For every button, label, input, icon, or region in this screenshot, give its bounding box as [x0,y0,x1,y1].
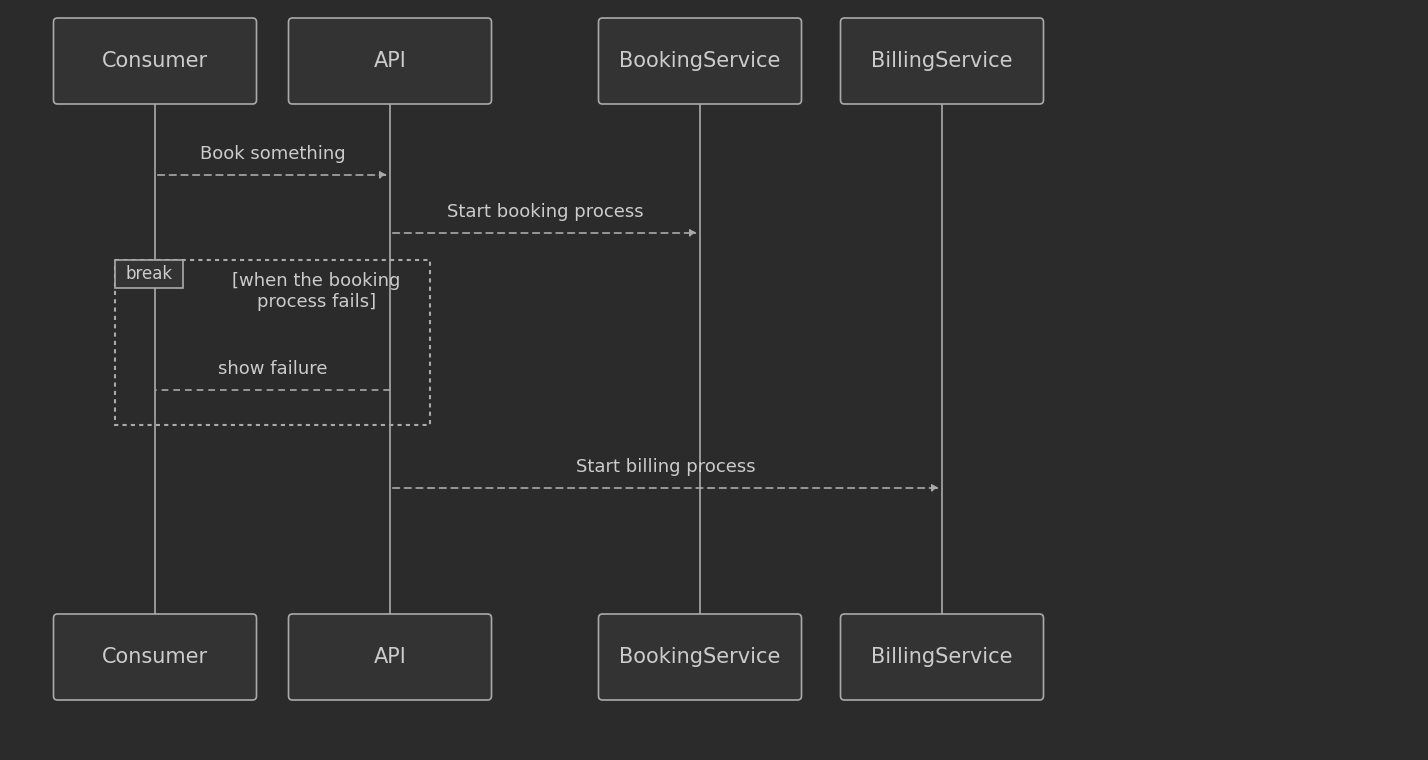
Bar [116,260,430,425]
FancyBboxPatch shape [53,614,257,700]
Text: BillingService: BillingService [871,647,1012,667]
Text: [when the booking
process fails]: [when the booking process fails] [233,272,401,311]
Text: Start billing process: Start billing process [575,458,755,476]
FancyBboxPatch shape [116,260,183,288]
Text: show failure: show failure [217,360,327,378]
FancyBboxPatch shape [841,614,1044,700]
Text: API: API [374,51,407,71]
FancyBboxPatch shape [841,18,1044,104]
FancyBboxPatch shape [53,18,257,104]
FancyBboxPatch shape [288,18,491,104]
Text: BillingService: BillingService [871,51,1012,71]
Text: API: API [374,647,407,667]
Text: break: break [126,265,173,283]
Text: BookingService: BookingService [620,647,781,667]
Text: Start booking process: Start booking process [447,203,643,221]
FancyBboxPatch shape [598,614,801,700]
Text: Consumer: Consumer [101,51,208,71]
Text: BookingService: BookingService [620,51,781,71]
FancyBboxPatch shape [598,18,801,104]
Text: Book something: Book something [200,145,346,163]
FancyBboxPatch shape [288,614,491,700]
Text: Consumer: Consumer [101,647,208,667]
